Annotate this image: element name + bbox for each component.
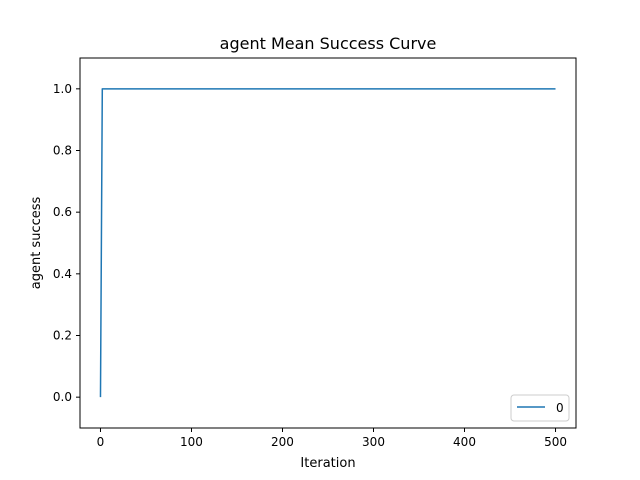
x-axis-label: Iteration	[300, 456, 355, 471]
y-tick-label: 0.8	[53, 144, 72, 158]
x-tick-label: 500	[544, 435, 567, 449]
chart-title: agent Mean Success Curve	[220, 34, 437, 53]
plot-area-frame	[79, 57, 577, 429]
y-tick-label: 1.0	[53, 82, 72, 96]
y-tick-label: 0.4	[53, 267, 72, 281]
ticks-layer: 0 100 200 300 400 500 0.0 0.2 0.4 0.6 0.8 1.0	[53, 82, 567, 449]
x-tick-label: 400	[453, 435, 476, 449]
x-tick-label: 100	[180, 435, 203, 449]
x-tick-label: 300	[362, 435, 385, 449]
x-tick-label: 200	[271, 435, 294, 449]
y-tick-label: 0.2	[53, 329, 72, 343]
y-tick-label: 0.0	[53, 390, 72, 404]
x-tick-label: 0	[97, 435, 105, 449]
y-tick-label: 0.6	[53, 205, 72, 219]
legend: 0	[510, 394, 570, 422]
y-axis-label: agent success	[29, 197, 44, 290]
series-layer	[99, 88, 556, 398]
legend-box	[510, 394, 570, 422]
legend-label-series-0: 0	[556, 401, 564, 415]
series-line-0	[99, 88, 556, 398]
